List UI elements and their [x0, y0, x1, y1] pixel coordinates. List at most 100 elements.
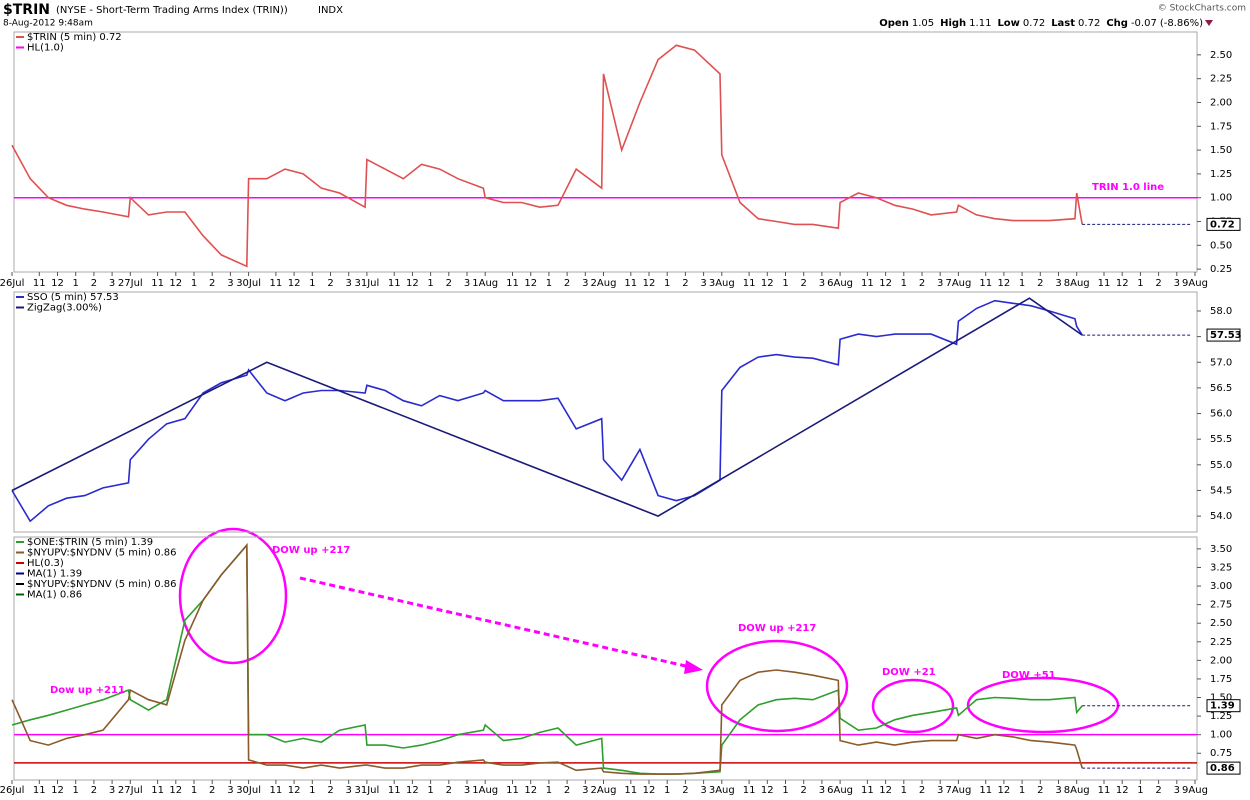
- y-tick-label: 3.25: [1210, 562, 1232, 573]
- last-value: 57.53: [1210, 330, 1242, 341]
- x-tick-label: 1Aug: [472, 278, 498, 289]
- x-tick-label: 3: [819, 278, 825, 289]
- quote-label: Open: [879, 18, 909, 29]
- x-tick-label: 2: [91, 785, 97, 796]
- y-tick-label: 3.00: [1210, 581, 1232, 592]
- panel-frame: [13, 291, 1198, 533]
- x-tick-label: 11: [861, 278, 874, 289]
- x-tick-label: 11: [388, 278, 401, 289]
- x-tick-label: 11: [151, 278, 164, 289]
- x-tick-label: 12: [406, 785, 419, 796]
- series-line: [11, 543, 1083, 775]
- x-tick-label: 27Jul: [118, 785, 143, 796]
- x-tick-label: 2: [327, 785, 333, 796]
- y-tick-label: 0.50: [1210, 240, 1232, 251]
- x-tick-label: 11: [1098, 785, 1111, 796]
- x-tick-label: 1: [1137, 785, 1143, 796]
- series-line: [11, 543, 1083, 775]
- y-tick-label: 1.50: [1210, 145, 1232, 156]
- x-tick-label: 2: [327, 278, 333, 289]
- x-tick-label: 2: [91, 278, 97, 289]
- x-tick-label: 11: [388, 785, 401, 796]
- x-tick-label: 3: [1174, 785, 1180, 796]
- annotation: Dow up +211: [50, 685, 125, 696]
- last-value-box: [1206, 761, 1241, 775]
- x-tick-label: 1Aug: [472, 785, 498, 796]
- x-tick-label: 1: [901, 785, 907, 796]
- y-tick-label: 54.5: [1210, 485, 1232, 496]
- y-tick-label: 1.75: [1210, 674, 1232, 685]
- x-tick-label: 12: [169, 785, 182, 796]
- x-tick-label: 3: [109, 785, 115, 796]
- x-tick-label: 12: [1116, 278, 1129, 289]
- x-tick-label: 2: [446, 278, 452, 289]
- y-tick-label: 2.50: [1210, 50, 1232, 61]
- last-value: 0.86: [1210, 763, 1235, 774]
- y-tick-label: 0.75: [1210, 748, 1232, 759]
- y-tick-label: 58.0: [1210, 306, 1232, 317]
- x-tick-label: 11: [33, 785, 46, 796]
- x-tick-label: 1: [427, 278, 433, 289]
- x-tick-label: 12: [51, 785, 64, 796]
- x-tick-label: 11: [979, 785, 992, 796]
- x-tick-label: 3: [582, 785, 588, 796]
- panel-frame: [13, 536, 1198, 781]
- x-tick-label: 12: [524, 785, 537, 796]
- last-value: 1.39: [1210, 701, 1235, 712]
- x-tick-label: 6Aug: [827, 278, 853, 289]
- x-tick-label: 1: [73, 278, 79, 289]
- x-tick-label: 12: [879, 785, 892, 796]
- highlight-ellipse: [966, 676, 1120, 734]
- x-tick-label: 3Aug: [709, 278, 735, 289]
- x-tick-label: 8Aug: [1064, 785, 1090, 796]
- x-tick-label: 11: [151, 785, 164, 796]
- x-tick-label: 26Jul: [0, 785, 24, 796]
- annotation: DOW +21: [882, 667, 936, 678]
- x-tick-label: 1: [782, 278, 788, 289]
- x-tick-label: 1: [664, 785, 670, 796]
- x-tick-label: 11: [270, 785, 283, 796]
- x-tick-label: 12: [169, 278, 182, 289]
- x-tick-label: 2: [209, 785, 215, 796]
- x-tick-label: 12: [51, 278, 64, 289]
- symbol: $TRIN: [3, 2, 50, 18]
- x-tick-label: 11: [861, 785, 874, 796]
- x-tick-label: 6Aug: [827, 785, 853, 796]
- legend-label: HL(0.3): [27, 558, 64, 569]
- credit: © StockCharts.com: [1158, 4, 1246, 14]
- annotation: DOW up +217: [272, 545, 350, 556]
- x-tick-label: 3: [700, 278, 706, 289]
- quote-label: Last: [1051, 18, 1075, 29]
- x-tick-label: 7Aug: [945, 785, 971, 796]
- x-tick-label: 2: [682, 278, 688, 289]
- x-tick-label: 12: [761, 278, 774, 289]
- x-tick-label: 2Aug: [591, 278, 617, 289]
- x-tick-label: 11: [743, 278, 756, 289]
- x-tick-label: 11: [506, 785, 519, 796]
- quote-label: Low: [997, 18, 1019, 29]
- highlight-ellipse: [705, 639, 849, 733]
- x-tick-label: 3Aug: [709, 785, 735, 796]
- quote-change-pct: (-8.86%): [1160, 18, 1203, 29]
- y-tick-label: 2.25: [1210, 74, 1232, 85]
- x-tick-label: 12: [643, 278, 656, 289]
- x-tick-label: 3: [109, 278, 115, 289]
- legend-label: MA(1) 1.39: [27, 569, 82, 580]
- x-tick-label: 1: [73, 785, 79, 796]
- x-tick-label: 2: [801, 278, 807, 289]
- x-tick-label: 12: [879, 278, 892, 289]
- y-tick-label: 1.75: [1210, 121, 1232, 132]
- y-tick-label: 2.50: [1210, 618, 1232, 629]
- instrument-name: (NYSE - Short-Term Trading Arms Index (T…: [56, 5, 288, 16]
- y-tick-label: 2.25: [1210, 637, 1232, 648]
- highlight-ellipse: [871, 678, 955, 734]
- y-tick-label: 0.25: [1210, 264, 1232, 275]
- y-tick-label: 2.00: [1210, 97, 1232, 108]
- y-tick-label: 2.75: [1210, 600, 1232, 611]
- y-tick-label: 1.00: [1210, 730, 1232, 741]
- legend-label: $NYUPV:$NYDNV (5 min) 0.86: [27, 548, 177, 559]
- x-tick-label: 3: [937, 278, 943, 289]
- x-tick-label: 31Jul: [355, 785, 380, 796]
